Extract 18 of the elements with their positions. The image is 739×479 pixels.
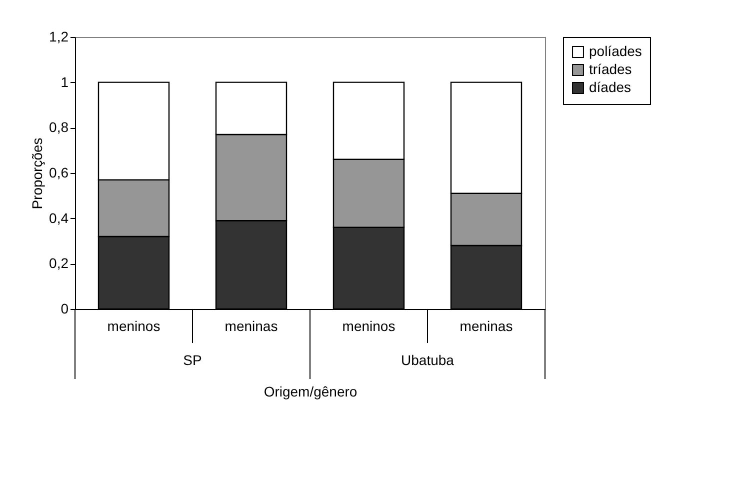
text: SP [183, 352, 202, 368]
y-tick-label: 0,2 [49, 255, 69, 272]
x-axis-title: Origem/gênero [264, 384, 358, 400]
y-axis-title: Proporções [29, 138, 46, 210]
y-tick-label: 0,4 [49, 210, 69, 226]
y-tick-label: 0,6 [49, 164, 69, 180]
legend-label: díades [589, 79, 632, 95]
x-tick-label: meninas [224, 318, 278, 334]
y-tick-label: 0 [60, 300, 69, 316]
x-tick-label: meninos [107, 318, 160, 334]
y-tick-label: 1,2 [49, 28, 69, 44]
y-tick-label: 1 [60, 74, 69, 90]
x-tick-label: meninas [460, 318, 513, 334]
x-tick-label: meninos [342, 318, 396, 334]
legend-label: tríades [589, 61, 632, 77]
text: Ubatuba [401, 352, 454, 368]
legend-label: políades [589, 43, 642, 59]
y-tick-label: 0,8 [49, 119, 69, 136]
